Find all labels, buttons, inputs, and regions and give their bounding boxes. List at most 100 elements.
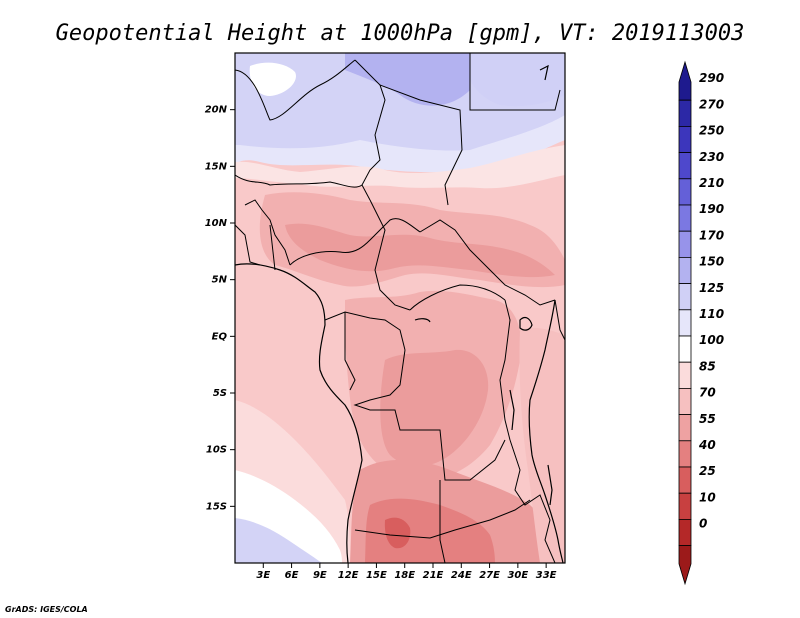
lon-tick-label: 27E	[479, 570, 500, 581]
colorbar-swatch	[678, 335, 692, 363]
border-burkina	[244, 199, 291, 266]
field-drc-low	[380, 349, 489, 467]
border-libya-egypt-sudan	[379, 84, 463, 206]
border-nigeria-cameroon	[289, 218, 421, 266]
colorbar-swatch	[678, 99, 692, 127]
lon-tick-label: 12E	[338, 570, 359, 581]
field-libya-high	[345, 53, 470, 106]
colorbar: 2902702502302101901701501251101008570554…	[678, 60, 724, 586]
lake-tanganyika	[509, 389, 515, 431]
colorbar-swatch	[678, 178, 692, 206]
colorbar-swatch	[678, 126, 692, 154]
border-algeria	[235, 59, 356, 121]
colorbar-swatch	[678, 387, 692, 415]
lon-tick-label: 15E	[366, 570, 387, 581]
colorbar-swatch	[678, 414, 692, 442]
colorbar-label: 40	[698, 438, 716, 452]
border-niger-mali	[235, 174, 363, 188]
border-chad-car	[369, 199, 411, 311]
border-congo-west	[344, 312, 356, 391]
lat-tick-label: EQ	[212, 331, 228, 342]
lat-tick-label: 10S	[206, 445, 227, 456]
colorbar-label: 100	[699, 333, 724, 347]
lat-tick-label: 5S	[213, 388, 227, 399]
colorbar-swatch	[678, 256, 692, 284]
border-drc-angola	[353, 349, 506, 481]
colorbar-swatch	[678, 152, 692, 180]
field-deep-low	[384, 517, 411, 549]
map-panel	[235, 53, 565, 563]
colorbar-bottom-arrow	[678, 545, 692, 586]
field-sahel-band	[235, 145, 565, 189]
colorbar-label: 150	[699, 255, 724, 269]
lake-victoria	[414, 318, 431, 323]
colorbar-swatch	[678, 204, 692, 232]
colorbar-label: 270	[699, 97, 724, 111]
colorbar-label: 290	[699, 71, 724, 85]
border-libya-chad	[354, 59, 386, 201]
lat-tick-label: 10N	[205, 218, 228, 229]
colorbar-swatch	[678, 492, 692, 520]
lon-tick-label: 33E	[536, 570, 557, 581]
colorbar-swatch	[678, 309, 692, 337]
colorbar-swatch	[678, 283, 692, 311]
colorbar-label: 125	[699, 281, 724, 295]
colorbar-swatch	[678, 230, 692, 258]
colorbar-swatch	[678, 440, 692, 468]
coast-red-sea	[539, 64, 549, 81]
field-white-patch	[249, 62, 296, 96]
coastlines	[235, 64, 564, 563]
border-benin	[269, 224, 276, 271]
lon-tick-label: 9E	[313, 570, 327, 581]
lon-tick-label: 6E	[285, 570, 299, 581]
border-coast-west	[235, 224, 261, 266]
field-atlantic-high	[235, 518, 322, 563]
field-east-africa	[519, 327, 565, 563]
border-car-drc	[409, 284, 506, 311]
lake-victoria-east	[519, 316, 533, 331]
border-namibia-zambia	[354, 499, 531, 539]
field-egypt-high	[470, 53, 565, 107]
colorbar-swatch	[678, 361, 692, 389]
border-kenya	[554, 299, 565, 341]
longitude-axis: 3E 6E 9E 12E 15E 18E 21E 24E 27E 30E 33E	[256, 563, 557, 581]
latitude-axis: 20N 15N 10N 5N EQ 5S 10S 15S	[205, 105, 235, 512]
colorbar-swatch	[678, 466, 692, 494]
grads-credit: GrADS: IGES/COLA	[5, 605, 88, 614]
map-frame	[234, 52, 566, 564]
lon-tick-label: 30E	[507, 570, 528, 581]
coast-indian	[528, 299, 564, 563]
lat-tick-label: 15S	[206, 501, 227, 512]
lon-tick-label: 24E	[451, 570, 472, 581]
border-gabon-congo	[324, 311, 406, 351]
colorbar-swatch	[678, 519, 692, 547]
colorbar-label: 230	[699, 150, 724, 164]
country-borders	[235, 53, 565, 563]
colorbar-label: 10	[699, 490, 716, 504]
colorbar-label: 250	[699, 124, 724, 138]
lake-malawi	[547, 464, 553, 506]
lon-tick-label: 3E	[256, 570, 270, 581]
lat-tick-label: 5N	[212, 275, 228, 286]
colorbar-top-arrow	[678, 60, 692, 101]
colorbar-label: 0	[699, 517, 707, 531]
border-sudan-south	[419, 219, 556, 306]
lat-tick-label: 15N	[205, 161, 228, 172]
colorbar-label: 170	[699, 228, 724, 242]
colorbar-label: 190	[699, 202, 724, 216]
border-botswana	[439, 480, 446, 563]
colorbar-label: 55	[699, 412, 716, 426]
colorbar-label: 25	[699, 464, 716, 478]
colorbar-label: 210	[699, 176, 724, 190]
border-mozambique	[509, 439, 556, 563]
lat-tick-label: 20N	[205, 105, 228, 116]
map-title: Geopotential Height at 1000hPa [gpm], VT…	[56, 21, 745, 46]
colorbar-label: 70	[699, 386, 716, 400]
field-chad-low	[285, 223, 555, 278]
lon-tick-label: 18E	[394, 570, 415, 581]
border-egypt	[469, 53, 561, 111]
colorbar-label: 85	[699, 359, 716, 373]
border-great-lakes	[499, 299, 511, 441]
colorbar-label: 110	[699, 307, 724, 321]
